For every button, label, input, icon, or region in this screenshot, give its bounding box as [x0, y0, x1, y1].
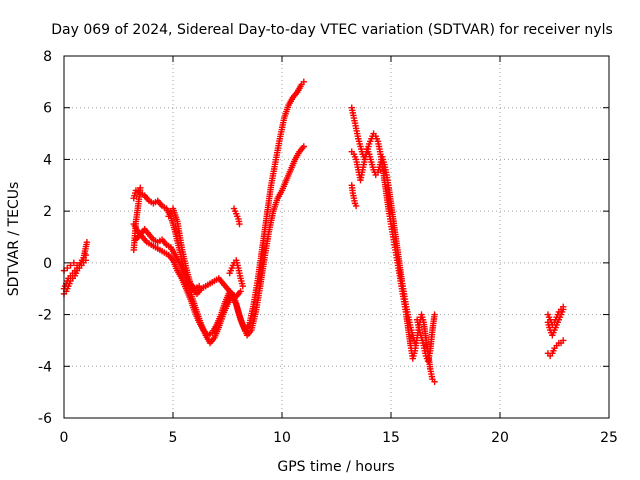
data-point: [431, 378, 438, 385]
y-tick-label: -4: [38, 359, 52, 375]
x-tick-label: 0: [60, 430, 69, 446]
data-point: [64, 264, 71, 272]
y-tick-label: 2: [43, 204, 52, 220]
x-tick-labels: 0 5 10 15 20 25: [60, 430, 618, 446]
plot-frame: [63, 55, 610, 419]
data-point: [236, 220, 243, 228]
x-tick-label: 20: [491, 430, 509, 446]
data-point: [67, 262, 74, 269]
x-tick-label: 5: [169, 430, 178, 446]
data-point: [237, 288, 244, 295]
y-tick-label: 6: [43, 101, 52, 117]
data-point: [411, 339, 419, 347]
data-point: [352, 202, 360, 210]
data-point: [195, 282, 203, 290]
x-axis-title: GPS time / hours: [277, 459, 394, 475]
data-point: [431, 311, 438, 318]
y-axis-title: SDTVAR / TECUs: [6, 182, 22, 297]
data-point: [560, 337, 567, 344]
x-tick-label: 10: [273, 430, 291, 446]
y-tick-label: 8: [43, 49, 52, 65]
data-point: [83, 238, 91, 246]
data-point: [239, 282, 246, 290]
y-tick-label: 4: [43, 152, 52, 168]
x-tick-label: 15: [382, 430, 400, 446]
grid-lines: [64, 56, 609, 418]
data-point: [300, 143, 307, 150]
x-tick-label: 25: [600, 430, 618, 446]
y-tick-label: 0: [43, 256, 52, 272]
data-point: [137, 184, 144, 192]
y-tick-labels: -6 -4 -2 0 2 4 6 8: [38, 49, 52, 427]
data-point: [70, 259, 78, 267]
y-tick-label: -2: [38, 308, 52, 324]
axis-ticks: [63, 55, 610, 419]
chart-title: Day 069 of 2024, Sidereal Day-to-day VTE…: [51, 22, 613, 38]
data-point: [300, 78, 307, 86]
y-tick-label: -6: [38, 411, 52, 427]
data-point: [560, 303, 567, 311]
data-point: [73, 262, 81, 269]
data-points: [60, 78, 567, 385]
